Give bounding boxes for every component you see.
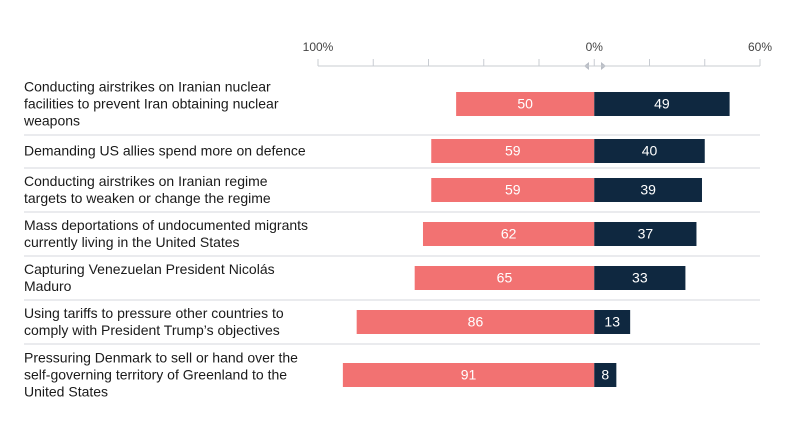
bar <box>594 363 617 387</box>
value-label: 40 <box>642 143 658 159</box>
value-label: 33 <box>632 270 648 286</box>
bar <box>594 266 686 290</box>
bar <box>594 139 705 163</box>
bar <box>356 310 595 334</box>
value-label: 39 <box>640 182 656 198</box>
bar <box>456 92 595 116</box>
value-label: 59 <box>505 182 521 198</box>
value-label: 8 <box>601 367 609 383</box>
value-label: 59 <box>505 143 521 159</box>
x-tick-label: 60% <box>748 40 772 54</box>
bar <box>594 222 697 246</box>
value-label: 65 <box>497 270 513 286</box>
value-label: 91 <box>461 367 477 383</box>
value-label: 13 <box>604 314 620 330</box>
value-label: 50 <box>517 96 533 112</box>
bar <box>594 178 702 202</box>
bar <box>594 92 730 116</box>
category-label: Demanding US allies spend more on defenc… <box>24 142 306 159</box>
value-label: 86 <box>468 314 484 330</box>
bar <box>414 266 595 290</box>
x-tick-label: 100% <box>303 40 334 54</box>
value-label: 49 <box>654 96 670 112</box>
bar <box>431 139 595 163</box>
category-label: Pressuring Denmark to sell or hand over … <box>24 349 298 400</box>
category-label: Using tariffs to pressure other countrie… <box>24 305 284 338</box>
bar <box>594 310 631 334</box>
category-label: Capturing Venezuelan President Nicolás M… <box>24 261 275 294</box>
bar <box>342 363 595 387</box>
x-tick-label: 0% <box>586 40 604 54</box>
category-label: Conducting airstrikes on Iranian nuclear… <box>24 78 279 129</box>
category-label: Mass deportations of undocumented migran… <box>24 217 309 250</box>
category-label: Conducting airstrikes on Iranian regime … <box>24 173 271 206</box>
bar <box>422 222 595 246</box>
value-label: 62 <box>501 226 517 242</box>
value-label: 37 <box>638 226 654 242</box>
bar <box>431 178 595 202</box>
